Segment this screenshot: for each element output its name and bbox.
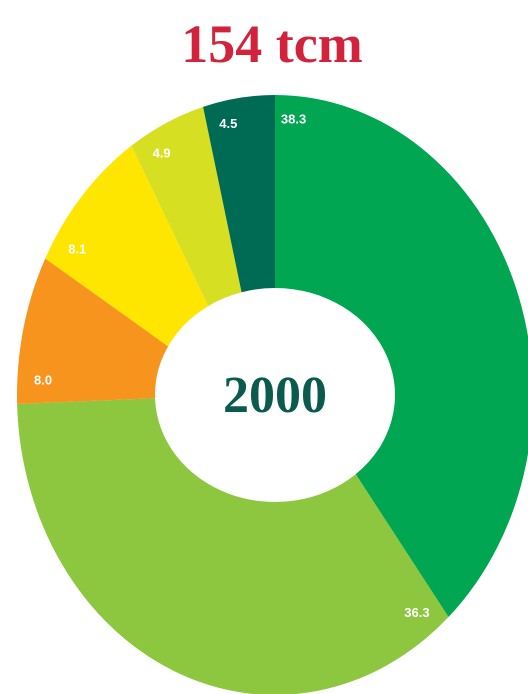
- donut: 38.3 36.3 8.0 8.1 4.9 4.5: [16, 95, 528, 694]
- data-label: 8.0: [34, 373, 52, 388]
- chart-title: 154 tcm: [181, 14, 362, 74]
- data-label: 4.9: [153, 146, 171, 161]
- donut-segment: [203, 95, 275, 293]
- center-label: 2000: [223, 367, 327, 424]
- data-label: 8.1: [68, 242, 86, 257]
- data-label: 38.3: [281, 111, 306, 126]
- donut-segment: [16, 258, 169, 404]
- data-label: 4.5: [219, 116, 237, 131]
- data-label: 36.3: [404, 605, 429, 620]
- donut-segment: [45, 145, 209, 347]
- donut-segment: [131, 106, 242, 307]
- donut-segment: [275, 95, 528, 618]
- donut-segment: [17, 398, 449, 694]
